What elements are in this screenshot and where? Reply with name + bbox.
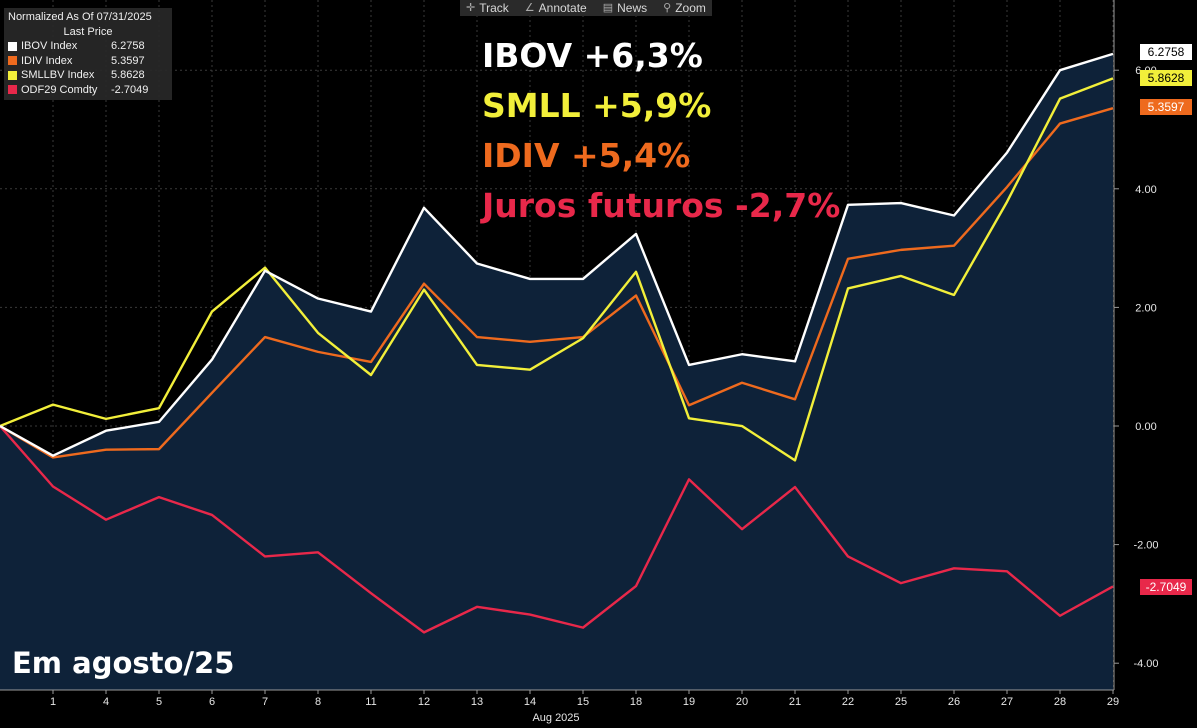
legend-series-value: -2.7049 bbox=[111, 83, 149, 96]
last-value-tag-idiv: 5.3597 bbox=[1140, 99, 1192, 115]
x-tick-label: 8 bbox=[315, 696, 321, 708]
legend-swatch bbox=[8, 41, 17, 51]
x-tick-label: 29 bbox=[1107, 696, 1119, 708]
x-tick-label: 20 bbox=[736, 696, 748, 708]
legend-row-smllbv[interactable]: SMLLBV Index 5.8628 bbox=[8, 68, 168, 83]
x-tick-label: 27 bbox=[1001, 696, 1013, 708]
x-tick-label: 12 bbox=[418, 696, 430, 708]
news-button[interactable]: ▤ News bbox=[597, 0, 653, 16]
series-line-idiv bbox=[0, 107, 1114, 459]
magnifier-icon: ⚲ bbox=[663, 2, 672, 14]
x-tick-label: 18 bbox=[630, 696, 642, 708]
y-tick-label: -2.00 bbox=[1133, 540, 1158, 552]
area-fill-ibov bbox=[0, 53, 1113, 691]
legend-header: Normalized As Of 07/31/2025 bbox=[8, 11, 152, 23]
x-tick-label: 11 bbox=[365, 696, 376, 708]
news-label: News bbox=[617, 1, 648, 15]
x-tick-label: 4 bbox=[103, 696, 109, 708]
x-tick-label: 15 bbox=[577, 696, 589, 708]
zoom-button[interactable]: ⚲ Zoom bbox=[657, 0, 712, 16]
x-tick-label: 14 bbox=[524, 696, 536, 708]
series-line-ibov bbox=[0, 52, 1114, 457]
x-axis-label: Aug 2025 bbox=[532, 712, 579, 724]
y-tick-label: -4.00 bbox=[1133, 658, 1158, 670]
axes: 1 4 5 6 7 8 11 12 13 14 15 18 19 20 21 22 25 26 27 28 29Aug … bbox=[0, 0, 1159, 724]
legend-series-value: 6.2758 bbox=[111, 40, 145, 52]
legend-series-name: IBOV Index bbox=[21, 40, 78, 52]
legend-series-value: 5.3597 bbox=[111, 54, 145, 67]
annotation-ibov: IBOV +6,3% bbox=[482, 36, 703, 75]
track-button[interactable]: ✛ Track bbox=[460, 0, 515, 16]
legend-series-name: SMLLBV Index bbox=[21, 69, 95, 81]
annotate-label: Annotate bbox=[538, 1, 587, 15]
annotation-idiv: IDIV +5,4% bbox=[482, 136, 691, 175]
series-line-smllbv bbox=[0, 77, 1114, 462]
chart-legend: Normalized As Of 07/31/2025 Last Price I… bbox=[4, 8, 172, 100]
legend-series-name: ODF29 Comdty bbox=[21, 83, 98, 96]
annotate-button[interactable]: ∠ Annotate bbox=[519, 0, 593, 16]
legend-row-odf29[interactable]: ODF29 Comdty -2.7049 bbox=[8, 83, 168, 98]
last-value-tag-odf29: -2.7049 bbox=[1140, 579, 1192, 595]
legend-row-ibov[interactable]: IBOV Index 6.2758 bbox=[8, 39, 168, 54]
x-tick-label: 19 bbox=[683, 696, 695, 708]
area-fill bbox=[0, 53, 1113, 691]
track-label: Track bbox=[479, 1, 509, 15]
y-tick-label: 4.00 bbox=[1135, 184, 1156, 196]
chart-caption: Em agosto/25 bbox=[12, 646, 235, 680]
zoom-label: Zoom bbox=[675, 1, 706, 15]
crosshair-icon: ✛ bbox=[466, 2, 476, 14]
x-tick-label: 21 bbox=[789, 696, 801, 708]
x-tick-label: 5 bbox=[156, 696, 162, 708]
y-tick-label: 0.00 bbox=[1135, 421, 1156, 433]
x-tick-label: 6 bbox=[209, 696, 215, 708]
legend-swatch bbox=[8, 56, 17, 66]
pencil-icon: ∠ bbox=[524, 2, 535, 14]
legend-row-idiv[interactable]: IDIV Index 5.3597 bbox=[8, 54, 168, 69]
series-line-odf29 bbox=[0, 425, 1114, 634]
y-tick-label: 2.00 bbox=[1135, 302, 1156, 314]
annotation-smll: SMLL +5,9% bbox=[482, 86, 712, 125]
chart-toolbar: ✛ Track ∠ Annotate ▤ News ⚲ Zoom bbox=[460, 0, 712, 16]
series-lines bbox=[0, 52, 1114, 634]
x-tick-label: 26 bbox=[948, 696, 960, 708]
last-value-tag-smll: 5.8628 bbox=[1140, 70, 1192, 86]
x-tick-label: 13 bbox=[471, 696, 483, 708]
newspaper-icon: ▤ bbox=[602, 2, 614, 14]
legend-series-value: 5.8628 bbox=[111, 69, 145, 81]
annotation-juros: Juros futuros -2,7% bbox=[482, 186, 841, 225]
last-value-tag-ibov: 6.2758 bbox=[1140, 44, 1192, 60]
x-tick-label: 22 bbox=[842, 696, 854, 708]
legend-subheader: Last Price bbox=[63, 25, 113, 38]
x-tick-label: 1 bbox=[50, 696, 56, 708]
x-tick-label: 7 bbox=[262, 696, 268, 708]
legend-swatch bbox=[8, 70, 17, 80]
x-tick-label: 25 bbox=[895, 696, 907, 708]
legend-swatch bbox=[8, 85, 17, 95]
x-tick-label: 28 bbox=[1054, 696, 1066, 708]
legend-series-name: IDIV Index bbox=[21, 54, 73, 67]
